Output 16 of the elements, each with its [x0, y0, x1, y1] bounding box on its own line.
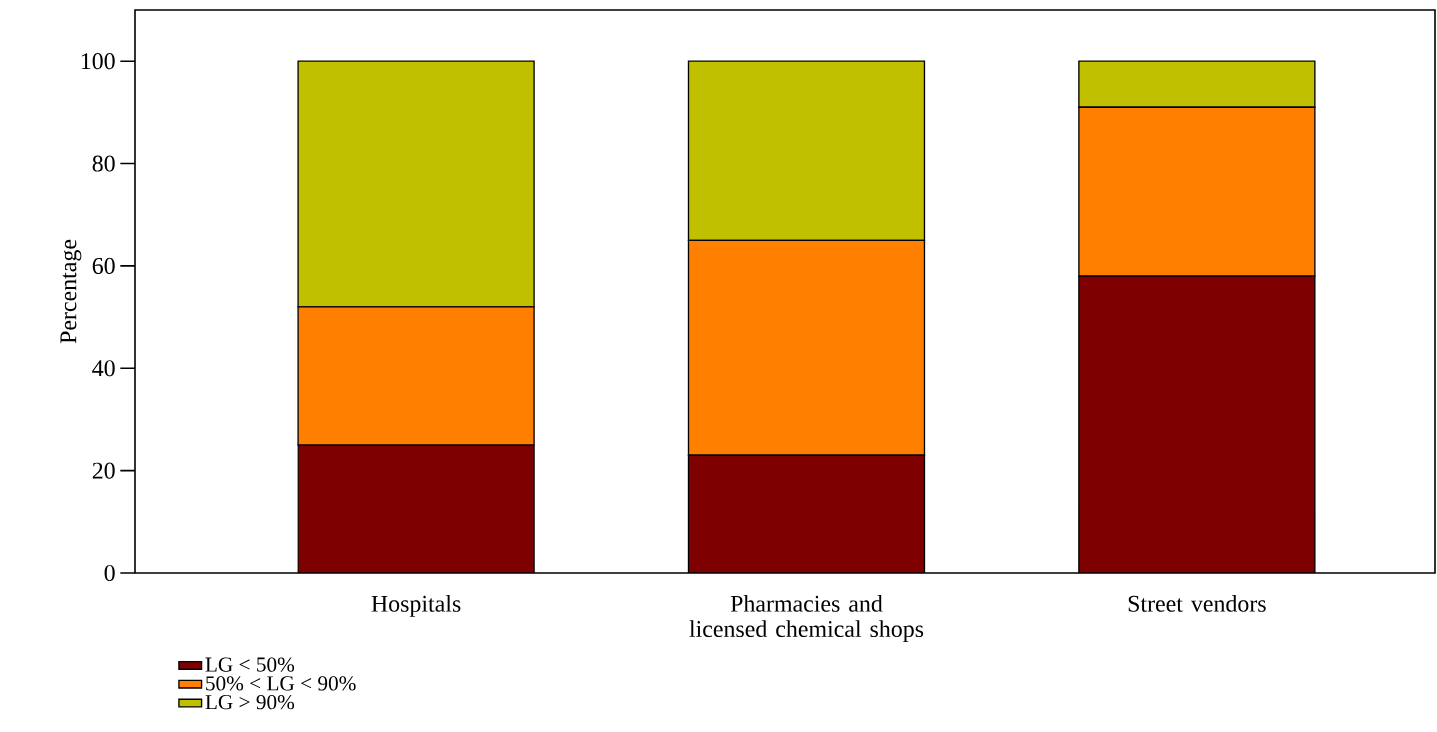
y-tick-label: 100: [81, 53, 115, 70]
bar: [1078, 275, 1316, 573]
y-tick-label: 0: [104, 564, 115, 582]
y-axis-title: Percentage: [60, 239, 82, 344]
y-tick-label: 40: [92, 360, 115, 377]
legend-label: LG > 90%: [205, 694, 295, 710]
y-tick-label: 80: [92, 155, 115, 172]
legend-label: 50% < LG < 90%: [206, 676, 356, 691]
y-tick-label: 20: [92, 462, 115, 479]
x-tick-label: Hospitals: [371, 595, 461, 617]
bar: [687, 454, 926, 573]
legend-label: LG < 50%: [205, 657, 295, 672]
bar: [297, 444, 535, 573]
y-tick-label: 60: [92, 257, 115, 274]
x-tick-label: Street vendors: [1128, 595, 1266, 612]
x-tick-label: Pharmacies and licensed chemical shops: [689, 595, 924, 642]
